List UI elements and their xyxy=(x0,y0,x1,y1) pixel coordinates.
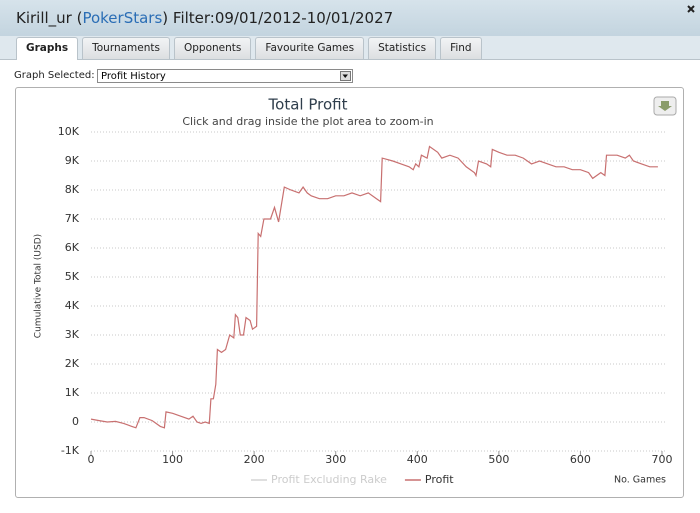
x-tick-label: 500 xyxy=(488,453,509,466)
tab[interactable]: Find xyxy=(440,37,482,59)
graph-select-label: Graph Selected: xyxy=(14,70,95,81)
tab[interactable]: Tournaments xyxy=(82,37,170,59)
x-tick-label: 700 xyxy=(652,453,673,466)
graph-select[interactable]: Profit History xyxy=(97,69,353,83)
legend-label: Profit xyxy=(425,473,454,486)
download-button[interactable] xyxy=(653,96,677,116)
tab[interactable]: Opponents xyxy=(174,37,252,59)
arrow-icon xyxy=(342,74,348,78)
y-tick-label: 0 xyxy=(72,415,79,428)
y-axis-label: Cumulative Total (USD) xyxy=(34,234,44,338)
title-prefix: Kirill_ur ( xyxy=(16,9,83,27)
x-axis-label: No. Games xyxy=(614,475,666,486)
y-tick-label: -1K xyxy=(61,444,80,457)
close-button[interactable] xyxy=(686,4,696,14)
y-tick-label: 3K xyxy=(65,328,80,341)
y-tick-label: 5K xyxy=(65,270,80,283)
x-tick-label: 100 xyxy=(162,453,183,466)
y-tick-label: 2K xyxy=(65,357,80,370)
y-tick-label: 9K xyxy=(65,154,80,167)
window-title: Kirill_ur (PokerStars) Filter:09/01/2012… xyxy=(16,9,393,27)
chart-subtitle: Click and drag inside the plot area to z… xyxy=(182,115,433,128)
title-suffix: ) Filter:09/01/2012-10/01/2027 xyxy=(162,9,394,27)
y-tick-label: 8K xyxy=(65,183,80,196)
chart-title: Total Profit xyxy=(268,96,348,114)
tab-bar: Graphs Tournaments Opponents Favourite Game… xyxy=(16,37,482,60)
x-tick-label: 300 xyxy=(325,453,346,466)
site-link[interactable]: PokerStars xyxy=(82,9,163,27)
tab[interactable]: Graphs xyxy=(16,37,79,60)
tab[interactable]: Statistics xyxy=(368,37,437,59)
x-tick-label: 200 xyxy=(244,453,265,466)
x-tick-label: 600 xyxy=(570,453,591,466)
legend-label: Profit Excluding Rake xyxy=(271,473,387,486)
chart-panel: Total Profit Click and drag inside the p… xyxy=(15,87,684,498)
y-tick-label: 6K xyxy=(65,241,80,254)
tab[interactable]: Favourite Games xyxy=(255,37,365,59)
title-bar: Kirill_ur (PokerStars) Filter:09/01/2012… xyxy=(0,0,700,36)
x-tick-label: 0 xyxy=(88,453,95,466)
y-tick-label: 4K xyxy=(65,299,80,312)
y-tick-label: 10K xyxy=(58,125,80,138)
chart: Total Profit Click and drag inside the p… xyxy=(34,96,677,486)
graph-select-value: Profit History xyxy=(101,71,166,82)
y-tick-label: 1K xyxy=(65,386,80,399)
dropdown-arrow[interactable] xyxy=(340,71,351,81)
profit-line xyxy=(90,145,658,429)
x-tick-label: 400 xyxy=(407,453,428,466)
y-tick-label: 7K xyxy=(65,212,80,225)
